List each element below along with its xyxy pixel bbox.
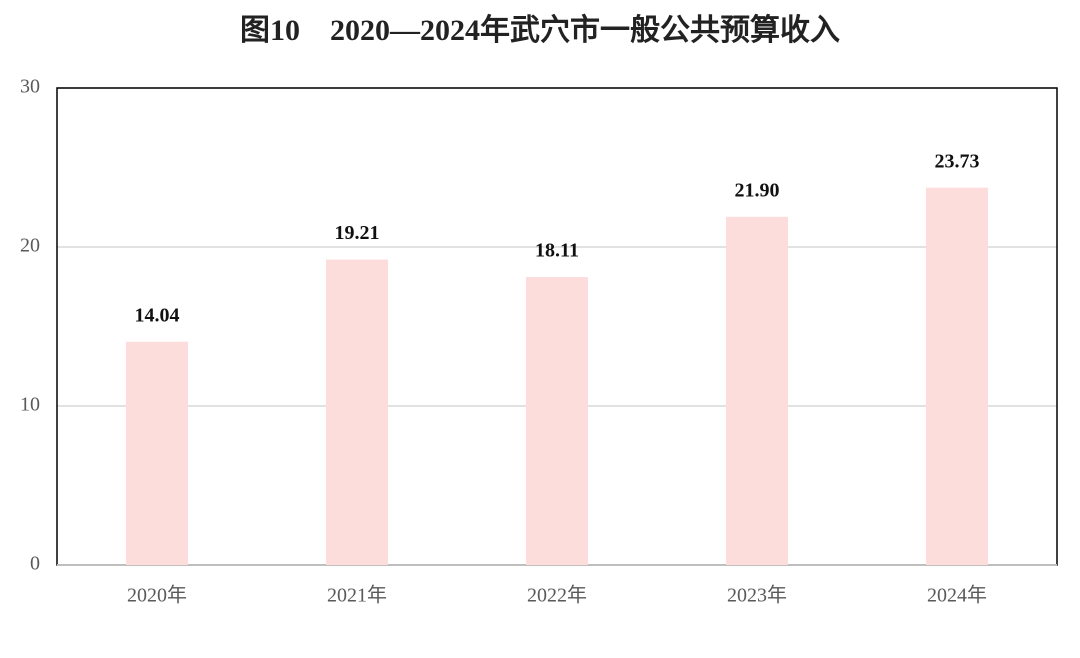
- bar: [326, 259, 388, 565]
- bar: [926, 187, 988, 565]
- bar: [126, 341, 188, 565]
- value-label: 21.90: [735, 179, 780, 201]
- y-tick-label: 0: [30, 553, 40, 575]
- x-tick-label: 2023年: [727, 584, 787, 607]
- value-label: 19.21: [335, 222, 380, 244]
- value-label: 18.11: [535, 240, 579, 262]
- bar: [726, 216, 788, 566]
- chart-title: 图10 2020—2024年武穴市一般公共预算收入: [240, 13, 840, 47]
- y-tick-label: 30: [20, 76, 40, 98]
- value-label: 23.73: [935, 150, 980, 172]
- bar: [526, 277, 588, 565]
- x-tick-label: 2024年: [927, 584, 987, 607]
- x-tick-label: 2021年: [327, 584, 387, 607]
- y-tick-label: 20: [20, 235, 40, 257]
- y-tick-label: 10: [20, 394, 40, 416]
- value-label: 14.04: [135, 304, 180, 326]
- x-tick-label: 2022年: [527, 584, 587, 607]
- x-tick-label: 2020年: [127, 584, 187, 607]
